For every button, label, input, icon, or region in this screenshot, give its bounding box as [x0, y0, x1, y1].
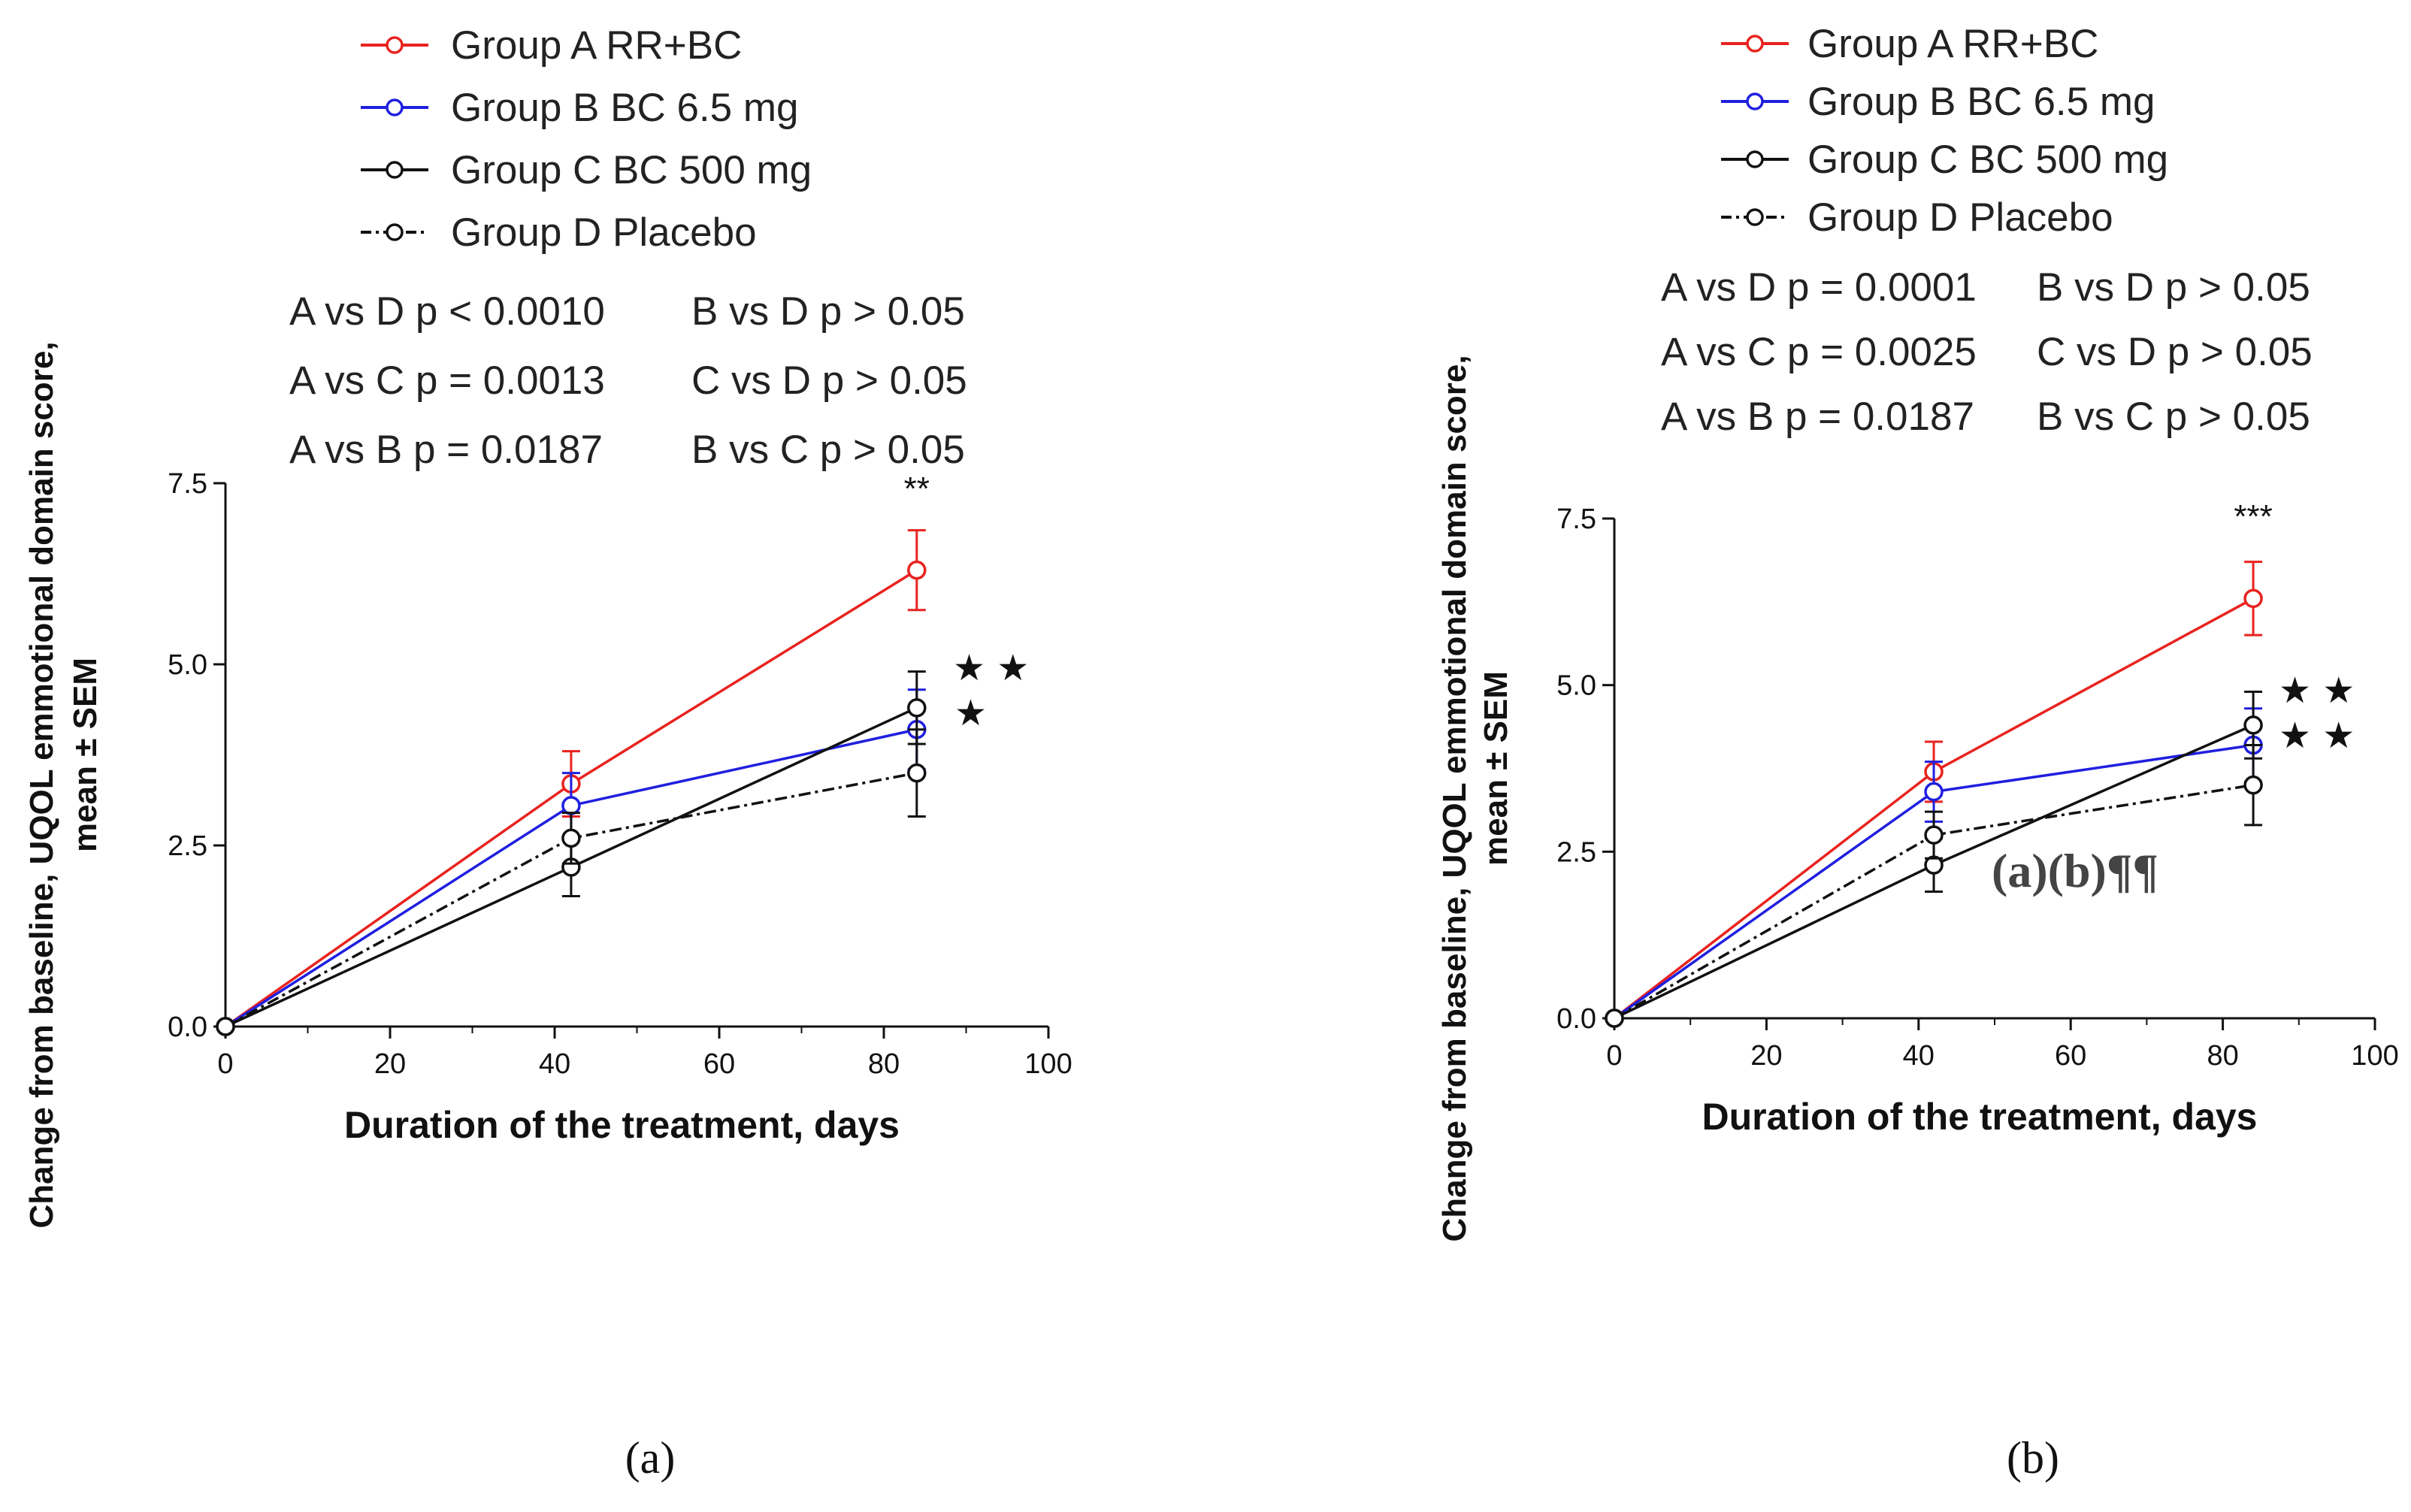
data-point	[2243, 715, 2263, 735]
stat-text: B vs D p > 0.05	[691, 289, 965, 334]
legend-marker-2	[386, 161, 404, 179]
data-point	[2243, 588, 2263, 609]
y-tick-label: 2.5	[1556, 836, 1596, 868]
stat-text: B vs C p > 0.05	[691, 428, 965, 472]
significance-marker: **	[904, 470, 930, 507]
x-axis-label: Duration of the treatment, days	[344, 1104, 900, 1146]
legend-label: Group C BC 500 mg	[1807, 138, 2168, 182]
star-marker: ★	[954, 692, 987, 734]
star-marker: ★ ★	[2279, 670, 2355, 712]
y-axis-label: Change from baseline, UQOL emmotional do…	[23, 341, 60, 1228]
y-axis-label-line2: mean ± SEM	[1478, 671, 1514, 866]
y-tick-label: 0.0	[168, 1012, 207, 1043]
y-axis-label-line2: mean ± SEM	[67, 658, 104, 852]
x-tick-label: 40	[1903, 1040, 1935, 1072]
overlay-artifact-text: (a)(b)¶¶	[1992, 844, 2158, 897]
panel-caption: (b)	[2007, 1433, 2059, 1483]
legend-marker-3	[386, 223, 404, 241]
star-marker: ★ ★	[953, 647, 1029, 689]
data-point	[907, 763, 927, 783]
stat-text: A vs D p < 0.0010	[289, 289, 605, 334]
x-tick-label: 20	[1750, 1040, 1782, 1072]
x-tick-label: 0	[217, 1048, 233, 1080]
legend-label: Group B BC 6.5 mg	[451, 86, 798, 130]
data-point	[907, 560, 927, 580]
stat-text: C vs D p > 0.05	[691, 358, 967, 403]
panel-a: Group A RR+BC Group B BC 6.5 mg Group C BC…	[23, 23, 1072, 1483]
data-point	[561, 828, 581, 848]
y-axis-label: Change from baseline, UQOL emmotional do…	[1436, 355, 1473, 1241]
data-point	[1605, 1009, 1624, 1028]
data-point	[1924, 825, 1944, 845]
data-point	[216, 1017, 235, 1036]
stat-text: B vs C p > 0.05	[2037, 395, 2310, 439]
legend-marker-1	[386, 98, 404, 116]
x-tick-label: 80	[2207, 1040, 2238, 1072]
data-point	[1924, 782, 1944, 802]
x-tick-label: 100	[2351, 1040, 2398, 1072]
stat-text: C vs D p > 0.05	[2037, 330, 2313, 374]
x-tick-label: 100	[1024, 1048, 1072, 1080]
x-tick-label: 40	[539, 1048, 570, 1080]
legend-marker-2	[1746, 150, 1764, 168]
legend-label: Group D Placebo	[1807, 195, 2113, 240]
x-tick-label: 80	[868, 1048, 900, 1080]
data-point	[2243, 775, 2263, 795]
x-tick-label: 60	[703, 1048, 735, 1080]
x-tick-label: 0	[1606, 1040, 1622, 1072]
stat-text: B vs D p > 0.05	[2037, 265, 2310, 310]
legend-label: Group D Placebo	[451, 210, 757, 255]
legend-label: Group A RR+BC	[451, 23, 742, 68]
legend-marker-3	[1746, 208, 1764, 226]
y-tick-label: 7.5	[1556, 503, 1596, 535]
y-tick-label: 7.5	[168, 468, 207, 500]
y-tick-label: 5.0	[168, 649, 207, 681]
y-tick-label: 0.0	[1556, 1003, 1596, 1035]
legend-marker-0	[1746, 35, 1764, 53]
star-marker: ★ ★	[2279, 715, 2355, 757]
legend-label: Group B BC 6.5 mg	[1807, 80, 2155, 124]
y-tick-label: 5.0	[1556, 670, 1596, 702]
panel-b: Group A RR+BC Group B BC 6.5 mg Group C BC…	[1436, 22, 2399, 1483]
stat-text: A vs C p = 0.0025	[1661, 330, 1977, 374]
x-tick-label: 60	[2055, 1040, 2086, 1072]
data-point	[561, 796, 581, 815]
stat-text: A vs B p = 0.0187	[289, 428, 603, 472]
data-point	[907, 698, 927, 718]
x-tick-label: 20	[374, 1048, 406, 1080]
x-axis-label: Duration of the treatment, days	[1702, 1096, 2258, 1138]
stat-text: A vs D p = 0.0001	[1661, 265, 1977, 310]
significance-marker: ***	[2234, 498, 2272, 535]
legend-marker-1	[1746, 92, 1764, 110]
y-tick-label: 2.5	[168, 830, 207, 862]
legend-label: Group C BC 500 mg	[451, 148, 812, 192]
legend-label: Group A RR+BC	[1807, 22, 2098, 66]
panel-caption: (a)	[625, 1433, 676, 1483]
stat-text: A vs B p = 0.0187	[1661, 395, 1974, 439]
stat-text: A vs C p = 0.0013	[289, 358, 605, 403]
legend-marker-0	[386, 36, 404, 54]
